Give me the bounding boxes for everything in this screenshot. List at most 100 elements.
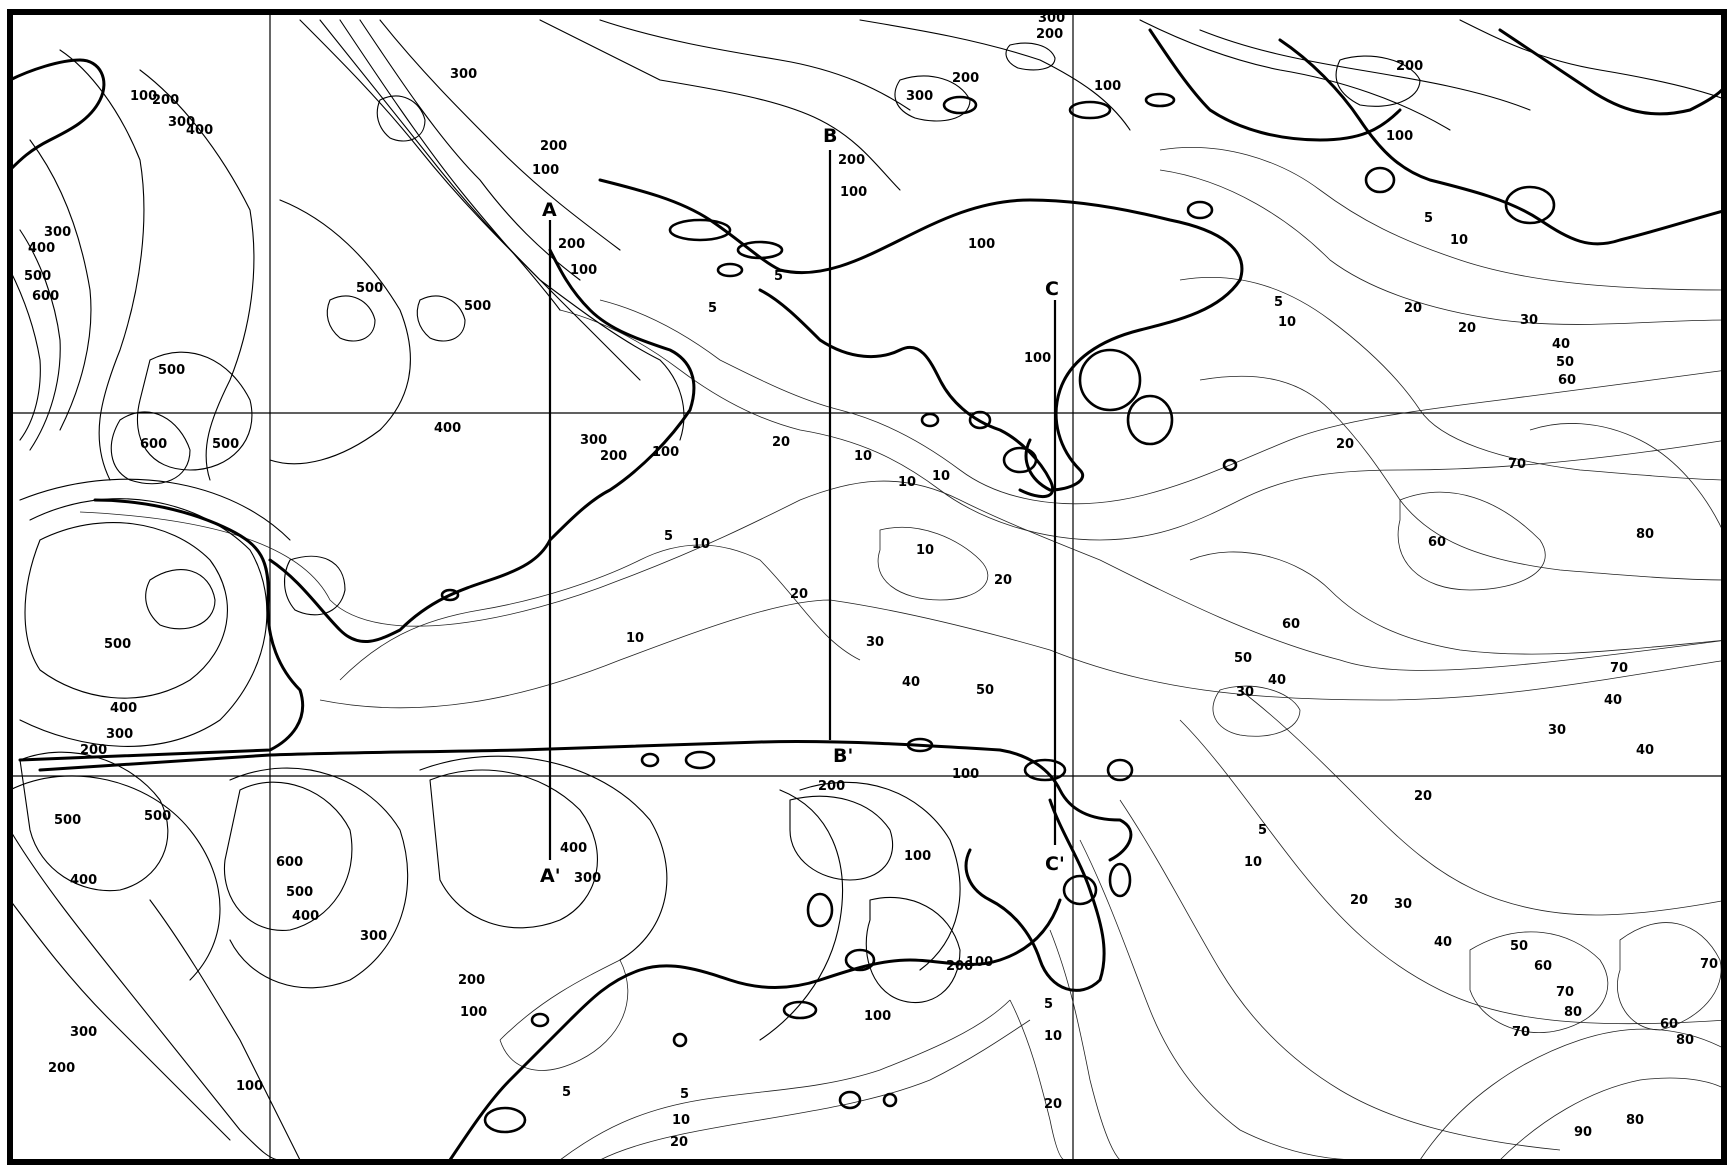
contour-label: 5 — [708, 301, 717, 316]
contour-label: 500 — [464, 299, 491, 314]
contour-label: 5 — [1044, 997, 1053, 1012]
contour-label: 20 — [1404, 301, 1422, 316]
contour-label: 30 — [1548, 723, 1566, 738]
contour-label: 20 — [1044, 1097, 1062, 1112]
contour-label: 40 — [1268, 673, 1286, 688]
contour-label: 60 — [1428, 535, 1446, 550]
contour-label: 100 — [460, 1005, 487, 1020]
contour-label: 100 — [1386, 129, 1413, 144]
contour-label: 400 — [434, 421, 461, 436]
contour-label: 5 — [1258, 823, 1267, 838]
contour-label: 30 — [1236, 685, 1254, 700]
contour-label: 200 — [558, 237, 585, 252]
contour-label: 200 — [458, 973, 485, 988]
contour-label: 10 — [854, 449, 872, 464]
sea-contours — [79, 147, 1727, 1161]
contour-label: 40 — [1604, 693, 1622, 708]
contour-label: 300 — [70, 1025, 97, 1040]
profile-label-a-prime: A' — [540, 865, 561, 887]
contour-label: 400 — [70, 873, 97, 888]
contour-label: 10 — [626, 631, 644, 646]
contour-label: 100 — [966, 955, 993, 970]
contour-label: 100 — [904, 849, 931, 864]
land-contours — [9, 19, 1727, 1161]
contour-label: 600 — [140, 437, 167, 452]
contour-label: 400 — [560, 841, 587, 856]
contour-label: 200 — [152, 93, 179, 108]
contour-label: 300 — [906, 89, 933, 104]
contour-label: 20 — [1458, 321, 1476, 336]
contour-label: 5 — [774, 269, 783, 284]
contour-label: 500 — [54, 813, 81, 828]
contour-label: 20 — [1350, 893, 1368, 908]
contour-label: 50 — [1556, 355, 1574, 370]
contour-label: 10 — [692, 537, 710, 552]
contour-label: 500 — [158, 363, 185, 378]
contour-label: 300 — [450, 67, 477, 82]
contour-label: 10 — [672, 1113, 690, 1128]
contour-label: 400 — [186, 123, 213, 138]
contour-label: 60 — [1660, 1017, 1678, 1032]
contour-label: 100 — [864, 1009, 891, 1024]
contour-label: 60 — [1282, 617, 1300, 632]
contour-label: 100 — [1024, 351, 1051, 366]
contour-label: 70 — [1508, 457, 1526, 472]
contour-label: 300 — [574, 871, 601, 886]
contour-label: 40 — [1552, 337, 1570, 352]
contour-label: 300 — [44, 225, 71, 240]
contour-label: 40 — [902, 675, 920, 690]
contour-label: 100 — [236, 1079, 263, 1094]
contour-label: 100 — [968, 237, 995, 252]
contour-label: 600 — [32, 289, 59, 304]
contour-label: 30 — [866, 635, 884, 650]
contour-label: 400 — [28, 241, 55, 256]
contour-label: 200 — [1036, 27, 1063, 42]
contour-label: 100 — [1094, 79, 1121, 94]
contour-label: 100 — [532, 163, 559, 178]
contour-label: 10 — [1044, 1029, 1062, 1044]
contour-label: 500 — [104, 637, 131, 652]
contour-label: 70 — [1700, 957, 1718, 972]
contour-label: 20 — [670, 1135, 688, 1150]
profile-label-c-prime: C' — [1045, 853, 1065, 875]
contour-label: 30 — [1520, 313, 1538, 328]
contour-label: 200 — [952, 71, 979, 86]
contour-label: 300 — [106, 727, 133, 742]
islands — [440, 92, 1556, 1134]
contour-label: 5 — [1424, 211, 1433, 226]
contour-label: 20 — [994, 573, 1012, 588]
contour-label: 200 — [540, 139, 567, 154]
contour-label: 50 — [976, 683, 994, 698]
contour-label: 90 — [1574, 1125, 1592, 1140]
contour-label: 80 — [1626, 1113, 1644, 1128]
contour-label: 60 — [1534, 959, 1552, 974]
contour-label: 200 — [946, 959, 973, 974]
contour-label: 400 — [110, 701, 137, 716]
contour-label: 80 — [1636, 527, 1654, 542]
contour-label: 10 — [898, 475, 916, 490]
contour-label: 500 — [286, 885, 313, 900]
contour-label: 400 — [292, 909, 319, 924]
contour-label: 300 — [580, 433, 607, 448]
contour-label: 10 — [1278, 315, 1296, 330]
contour-label: 200 — [1396, 59, 1423, 74]
contour-label: 20 — [790, 587, 808, 602]
contour-label: 80 — [1676, 1033, 1694, 1048]
contour-label: 70 — [1610, 661, 1628, 676]
contour-label: 70 — [1512, 1025, 1530, 1040]
map-border — [7, 9, 1727, 1165]
contour-label: 200 — [80, 743, 107, 758]
contour-label: 200 — [600, 449, 627, 464]
profile-label-c: C — [1045, 278, 1059, 300]
profile-lines — [548, 150, 1057, 860]
contour-label: 600 — [276, 855, 303, 870]
contour-label: 300 — [168, 115, 195, 130]
contour-label: 500 — [144, 809, 171, 824]
contour-label: 20 — [772, 435, 790, 450]
contour-label: 500 — [356, 281, 383, 296]
contour-label: 20 — [1336, 437, 1354, 452]
contour-label: 200 — [48, 1061, 75, 1076]
contour-label: 5 — [1274, 295, 1283, 310]
contour-label: 20 — [1414, 789, 1432, 804]
